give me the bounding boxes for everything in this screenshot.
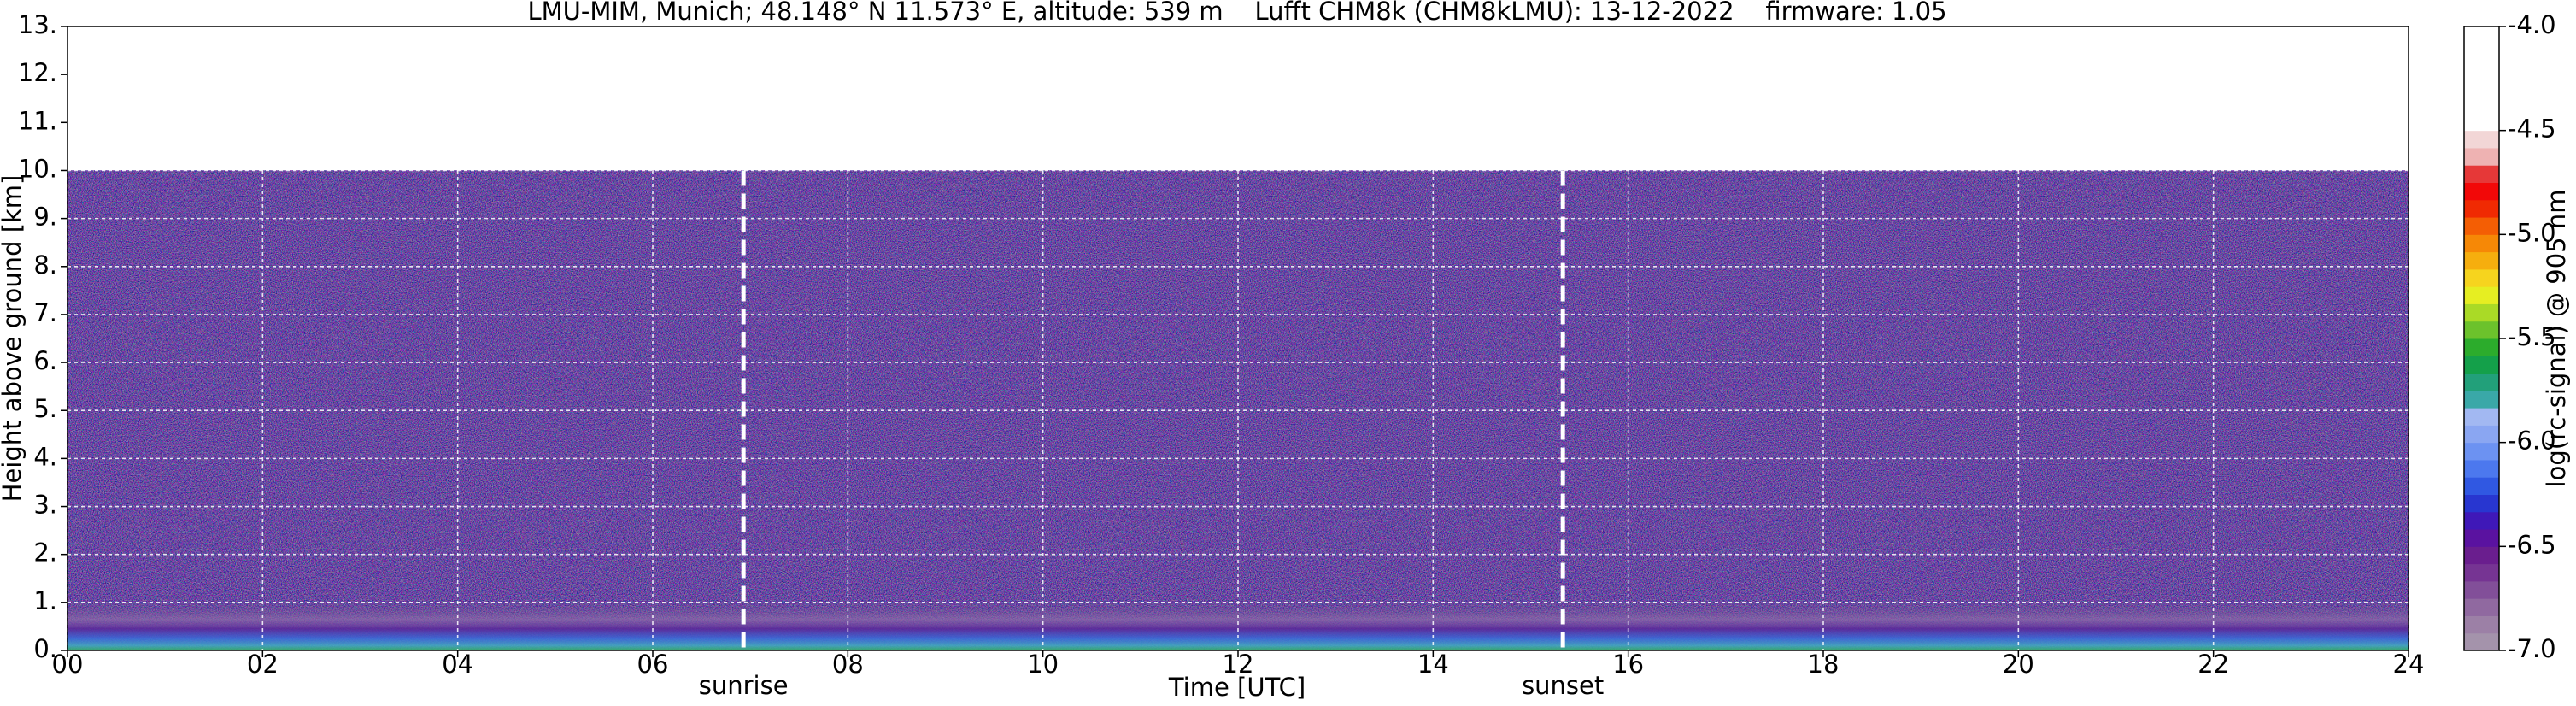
colorbar-swatch — [2464, 442, 2499, 461]
colorbar-swatch — [2464, 425, 2499, 444]
colorbar-swatch — [2464, 373, 2499, 391]
colorbar-swatch — [2464, 546, 2499, 565]
y-tick-label: 1. — [33, 586, 57, 615]
colorbar-swatch — [2464, 199, 2499, 218]
x-tick-label: 24 — [2393, 650, 2425, 679]
y-tick-label: 13. — [18, 10, 57, 39]
y-tick-label: 3. — [33, 491, 57, 520]
colorbar-swatch — [2464, 321, 2499, 339]
y-tick-label: 10. — [18, 154, 57, 183]
x-tick-label: 00 — [52, 650, 84, 679]
colorbar-tick-label: -5.0 — [2508, 218, 2556, 247]
colorbar-swatch — [2464, 78, 2499, 97]
colorbar-swatch — [2464, 563, 2499, 582]
x-tick-label: 02 — [247, 650, 279, 679]
x-tick-label: 18 — [1808, 650, 1840, 679]
colorbar-swatch — [2464, 251, 2499, 270]
colorbar-swatch — [2464, 615, 2499, 634]
colorbar-swatch — [2464, 632, 2499, 651]
colorbar-swatch — [2464, 26, 2499, 44]
colorbar-swatch — [2464, 459, 2499, 478]
y-tick-label: 8. — [33, 250, 57, 279]
x-tick-label: 08 — [832, 650, 864, 679]
colorbar-swatch — [2464, 165, 2499, 183]
x-tick-label: 04 — [442, 650, 473, 679]
colorbar-swatch — [2464, 217, 2499, 235]
colorbar-swatch — [2464, 477, 2499, 495]
colorbar-tick-label: -6.0 — [2508, 427, 2556, 456]
y-axis-label: Height above ground [km] — [0, 175, 26, 503]
y-tick-label: 7. — [33, 298, 57, 327]
annotation-label: sunrise — [699, 671, 789, 700]
x-tick-label: 06 — [637, 650, 669, 679]
colorbar-tick-label: -4.5 — [2508, 115, 2556, 144]
colorbar-swatch — [2464, 303, 2499, 322]
x-axis-label: Time [UTC] — [1168, 673, 1306, 702]
colorbar-swatch — [2464, 286, 2499, 304]
colorbar-swatch — [2464, 44, 2499, 62]
colorbar-tick-label: -7.0 — [2508, 634, 2556, 663]
x-tick-label: 20 — [2003, 650, 2034, 679]
colorbar-swatch — [2464, 408, 2499, 426]
annotation-label: sunset — [1522, 671, 1604, 700]
colorbar-swatch — [2464, 580, 2499, 599]
colorbar-swatch — [2464, 511, 2499, 530]
colorbar-swatch — [2464, 268, 2499, 287]
x-tick-label: 12 — [1223, 650, 1254, 679]
colorbar-tick-label: -4.0 — [2508, 10, 2556, 39]
colorbar-tick-label: -6.5 — [2508, 530, 2556, 559]
x-tick-label: 14 — [1417, 650, 1449, 679]
y-tick-label: 5. — [33, 394, 57, 423]
y-tick-label: 6. — [33, 346, 57, 375]
y-tick-label: 9. — [33, 203, 57, 232]
colorbar-swatch — [2464, 130, 2499, 149]
colorbar-swatch — [2464, 96, 2499, 114]
plot-frame — [67, 26, 2409, 651]
colorbar-swatch — [2464, 390, 2499, 409]
colorbar-swatch — [2464, 598, 2499, 616]
colorbar-swatch — [2464, 356, 2499, 374]
x-tick-label: 22 — [2198, 650, 2229, 679]
colorbar-swatch — [2464, 182, 2499, 201]
y-tick-label: 12. — [18, 58, 57, 87]
colorbar-swatch — [2464, 338, 2499, 356]
chart-title: LMU-MIM, Munich; 48.148° N 11.573° E, al… — [527, 0, 1946, 26]
colorbar-swatch — [2464, 61, 2499, 79]
colorbar-swatch — [2464, 113, 2499, 132]
x-tick-label: 10 — [1027, 650, 1059, 679]
y-tick-label: 4. — [33, 442, 57, 471]
colorbar-swatch — [2464, 234, 2499, 253]
colorbar-swatch — [2464, 494, 2499, 513]
y-tick-label: 0. — [33, 634, 57, 663]
colorbar-label: log(rc-signal) @ 905 nm — [2542, 190, 2571, 488]
colorbar-swatch — [2464, 147, 2499, 166]
colorbar-swatch — [2464, 529, 2499, 547]
x-tick-label: 16 — [1612, 650, 1644, 679]
colorbar-tick-label: -5.5 — [2508, 322, 2556, 351]
y-tick-label: 2. — [33, 538, 57, 568]
y-tick-label: 11. — [18, 106, 57, 135]
